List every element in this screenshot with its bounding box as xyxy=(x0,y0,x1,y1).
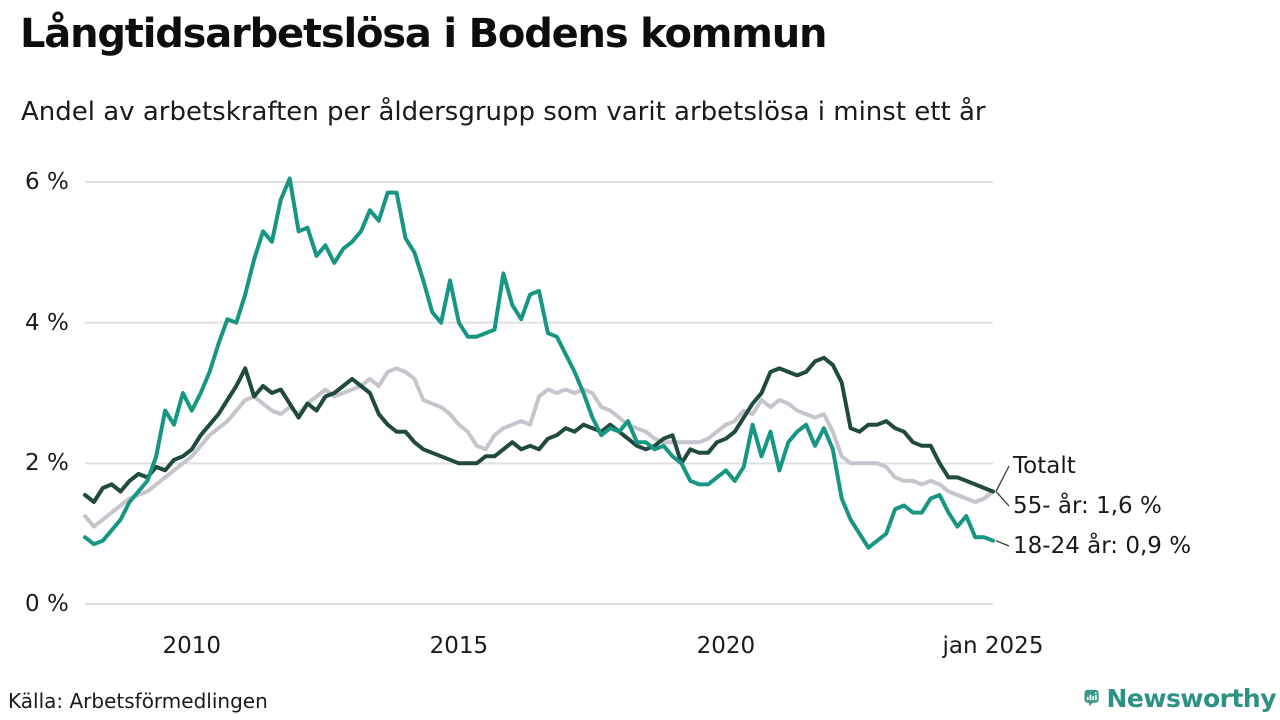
leader-line-2 xyxy=(995,491,1010,507)
y-tick-label: 4 % xyxy=(25,309,69,336)
x-tick-label: 2020 xyxy=(696,633,756,659)
newsworthy-wordmark: Newsworthy xyxy=(1106,683,1277,713)
x-tick-label: jan 2025 xyxy=(942,633,1044,659)
page-title: Långtidsarbetslösa i Bodens kommun xyxy=(20,11,827,57)
series-line-18-24-r xyxy=(83,176,995,550)
newsworthy-bubble-chart-icon xyxy=(1084,689,1099,707)
x-tick-label: 2010 xyxy=(162,633,222,659)
leader-line-3 xyxy=(995,540,1010,547)
x-tick-label: 2015 xyxy=(429,633,489,659)
series-end-label: 55- år: 1,6 % xyxy=(1013,493,1162,519)
y-tick-label: 2 % xyxy=(25,450,69,477)
newsworthy-logo[interactable]: Newsworthy xyxy=(1084,678,1276,718)
page-subtitle: Andel av arbetskraften per åldersgrupp s… xyxy=(21,97,986,127)
series-end-label: Totalt xyxy=(1013,453,1076,479)
source-note: Källa: Arbetsförmedlingen xyxy=(8,689,268,713)
y-tick-label: 6 % xyxy=(25,169,69,196)
y-tick-label: 0 % xyxy=(25,591,69,617)
series-line-55-r xyxy=(83,366,995,529)
series-line-totalt xyxy=(83,355,995,504)
leader-line-1 xyxy=(995,465,1010,492)
series-end-label: 18-24 år: 0,9 % xyxy=(1013,533,1192,559)
